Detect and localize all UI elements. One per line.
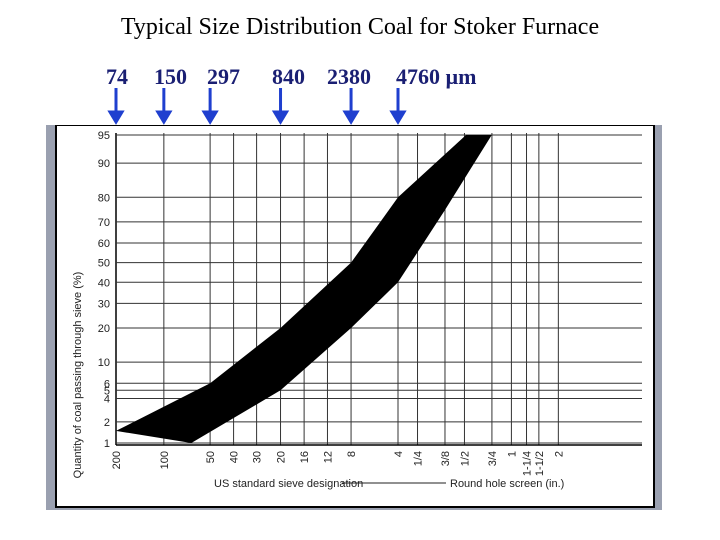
micron-label-2380: 2380	[327, 64, 371, 89]
micron-arrow-head-4	[342, 110, 360, 125]
x-tick-round-1-1-4: 1-1/4	[522, 451, 534, 476]
x-tick-sieve-8: 8	[346, 451, 358, 457]
y-tick-label-5: 5	[104, 385, 110, 397]
y-tick-label-4: 4	[104, 393, 110, 405]
x-tick-sieve-200: 200	[111, 451, 123, 469]
y-tick-label-50: 50	[98, 258, 110, 270]
x-tick-sieve-20: 20	[276, 451, 288, 463]
micron-arrow-head-2	[201, 110, 219, 125]
micron-arrow-head-5	[389, 110, 407, 125]
x-tick-sieve-100: 100	[159, 451, 171, 469]
x-tick-round-3-4: 3/4	[487, 451, 499, 466]
y-tick-label-80: 80	[98, 192, 110, 204]
x-tick-sieve-40: 40	[229, 451, 241, 463]
y-tick-label-10: 10	[98, 357, 110, 369]
x-tick-sieve-30: 30	[252, 451, 264, 463]
x-tick-sieve-4: 4	[393, 451, 405, 457]
micron-label-840: 840	[272, 64, 305, 89]
x-axis-label-sieve: US standard sieve designation	[214, 478, 363, 490]
x-tick-sieve-50: 50	[205, 451, 217, 463]
x-tick-round-1: 1	[506, 451, 518, 457]
micron-label-150: 150	[154, 64, 187, 89]
y-tick-label-40: 40	[98, 277, 110, 289]
y-tick-label-2: 2	[104, 417, 110, 429]
x-tick-round-1-2: 1/2	[459, 451, 471, 466]
x-axis-label-round-hole: Round hole screen (in.)	[450, 478, 564, 490]
y-tick-label-1: 1	[104, 438, 110, 450]
x-tick-round-1-4: 1/4	[413, 451, 425, 466]
y-tick-label-70: 70	[98, 217, 110, 229]
micron-label-4760: 4760 µm	[396, 64, 477, 89]
page-title: Typical Size Distribution Coal for Stoke…	[120, 14, 600, 40]
x-tick-round-3-8: 3/8	[440, 451, 452, 466]
x-tick-round-1-1-2: 1-1/2	[534, 451, 546, 476]
x-tick-sieve-12: 12	[322, 451, 334, 463]
micron-arrows	[107, 88, 407, 125]
y-tick-label-30: 30	[98, 298, 110, 310]
x-tick-round-2: 2	[553, 451, 565, 457]
y-tick-label-20: 20	[98, 323, 110, 335]
micron-label-297: 297	[207, 64, 240, 89]
y-axis-label: Quantity of coal passing through sieve (…	[72, 272, 84, 479]
y-tick-label-90: 90	[98, 158, 110, 170]
micron-arrow-head-1	[155, 110, 173, 125]
y-tick-label-95: 95	[98, 130, 110, 142]
x-tick-sieve-16: 16	[299, 451, 311, 463]
micron-scale: 74 150 297 840 2380 4760 µm	[0, 0, 720, 130]
micron-arrow-head-3	[271, 110, 290, 125]
micron-arrow-head-0	[107, 110, 125, 125]
size-distribution-chart: 95 90 80 70 60 50 40 30 20 10 6 5 4 2 1 200 100 50 40 30 20…	[46, 125, 662, 510]
y-tick-label-60: 60	[98, 238, 110, 250]
size-distribution-band	[116, 135, 492, 443]
y-tick-label-6: 6	[104, 378, 110, 390]
micron-label-74: 74	[106, 64, 128, 89]
